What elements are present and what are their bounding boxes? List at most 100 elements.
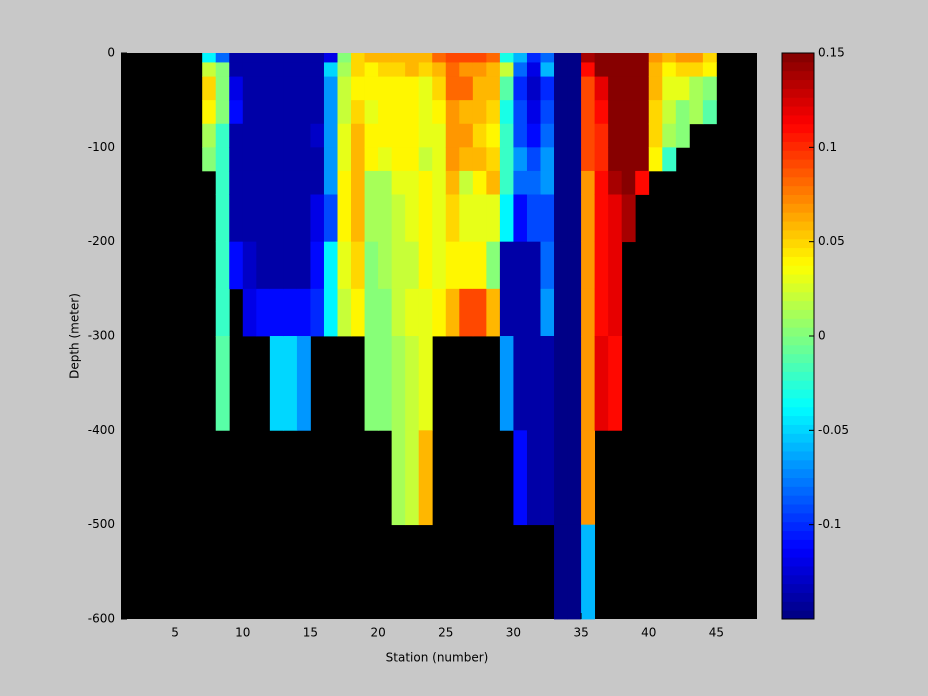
cell	[323, 147, 338, 172]
cell	[608, 62, 623, 77]
cell	[662, 147, 677, 172]
cell	[405, 62, 420, 77]
cell	[675, 53, 690, 63]
cell	[526, 288, 541, 337]
cell	[513, 123, 528, 148]
cell	[269, 336, 284, 431]
cell	[459, 53, 474, 63]
colorbar	[782, 53, 814, 620]
cell	[351, 53, 365, 63]
cell	[432, 123, 447, 148]
cell	[635, 170, 650, 195]
cell	[391, 123, 406, 148]
cell	[554, 147, 568, 172]
cell	[702, 53, 717, 63]
cell	[215, 170, 230, 195]
cell	[499, 100, 514, 125]
cell	[283, 194, 298, 243]
colorbar-step	[782, 203, 814, 213]
cell	[581, 76, 596, 101]
colorbar-step	[782, 141, 814, 151]
cell	[459, 123, 474, 148]
cell	[581, 170, 596, 195]
cell	[432, 53, 447, 63]
cell	[351, 170, 365, 195]
cell	[364, 123, 379, 148]
cell	[554, 288, 568, 337]
cell	[526, 100, 541, 125]
cell	[635, 147, 650, 172]
cell	[702, 62, 717, 77]
cell	[296, 194, 311, 243]
cell	[242, 62, 257, 77]
cell	[215, 147, 230, 172]
cell	[269, 76, 284, 101]
colorbar-step	[782, 336, 814, 346]
colorbar-step	[782, 88, 814, 98]
cell	[567, 430, 582, 526]
cell	[296, 100, 311, 125]
cell	[337, 147, 352, 172]
cell	[472, 288, 487, 337]
colorbar-step	[782, 221, 814, 231]
cell	[581, 336, 596, 431]
cell	[554, 524, 568, 620]
colorbar-tick-label: 0	[818, 329, 826, 343]
cell	[391, 100, 406, 125]
cell	[445, 170, 460, 195]
cell	[310, 76, 325, 101]
colorbar-step	[782, 486, 814, 496]
cell	[526, 241, 541, 290]
cell	[486, 288, 501, 337]
colorbar-step	[782, 433, 814, 443]
cell	[256, 100, 271, 125]
cell	[378, 100, 393, 125]
cell	[445, 147, 460, 172]
cell	[323, 170, 338, 195]
cell	[229, 241, 244, 290]
cell	[391, 430, 406, 526]
cell	[472, 123, 487, 148]
cell	[540, 241, 555, 290]
cell	[540, 288, 555, 337]
colorbar-step	[782, 229, 814, 240]
cell	[418, 62, 433, 77]
cell	[554, 123, 568, 148]
cell	[364, 336, 379, 431]
cell	[269, 241, 284, 290]
cell	[405, 241, 420, 290]
cell	[283, 170, 298, 195]
cell	[215, 336, 230, 431]
colorbar-step	[782, 114, 814, 125]
cell	[554, 53, 568, 63]
cell	[554, 62, 568, 77]
colorbar-step	[782, 123, 814, 134]
cell	[689, 76, 704, 101]
cell	[337, 53, 352, 63]
cell	[608, 170, 623, 195]
cell	[283, 241, 298, 290]
cell	[648, 62, 663, 77]
colorbar-step	[782, 512, 814, 523]
cell	[513, 430, 528, 526]
cell	[296, 241, 311, 290]
colorbar-step	[782, 548, 814, 558]
cell	[364, 170, 379, 195]
cell	[229, 147, 244, 172]
colorbar-step	[782, 274, 814, 284]
colorbar-step	[782, 530, 814, 540]
cell	[242, 241, 257, 290]
cell	[391, 194, 406, 243]
colorbar-step	[782, 450, 814, 461]
colorbar-step	[782, 344, 814, 355]
cell	[581, 53, 596, 63]
cell	[256, 123, 271, 148]
cell	[459, 288, 474, 337]
cell	[608, 147, 623, 172]
cell	[405, 123, 420, 148]
colorbar-step	[782, 610, 814, 620]
cell	[662, 76, 677, 101]
colorbar-step	[782, 53, 814, 63]
cell	[581, 123, 596, 148]
cell	[648, 123, 663, 148]
